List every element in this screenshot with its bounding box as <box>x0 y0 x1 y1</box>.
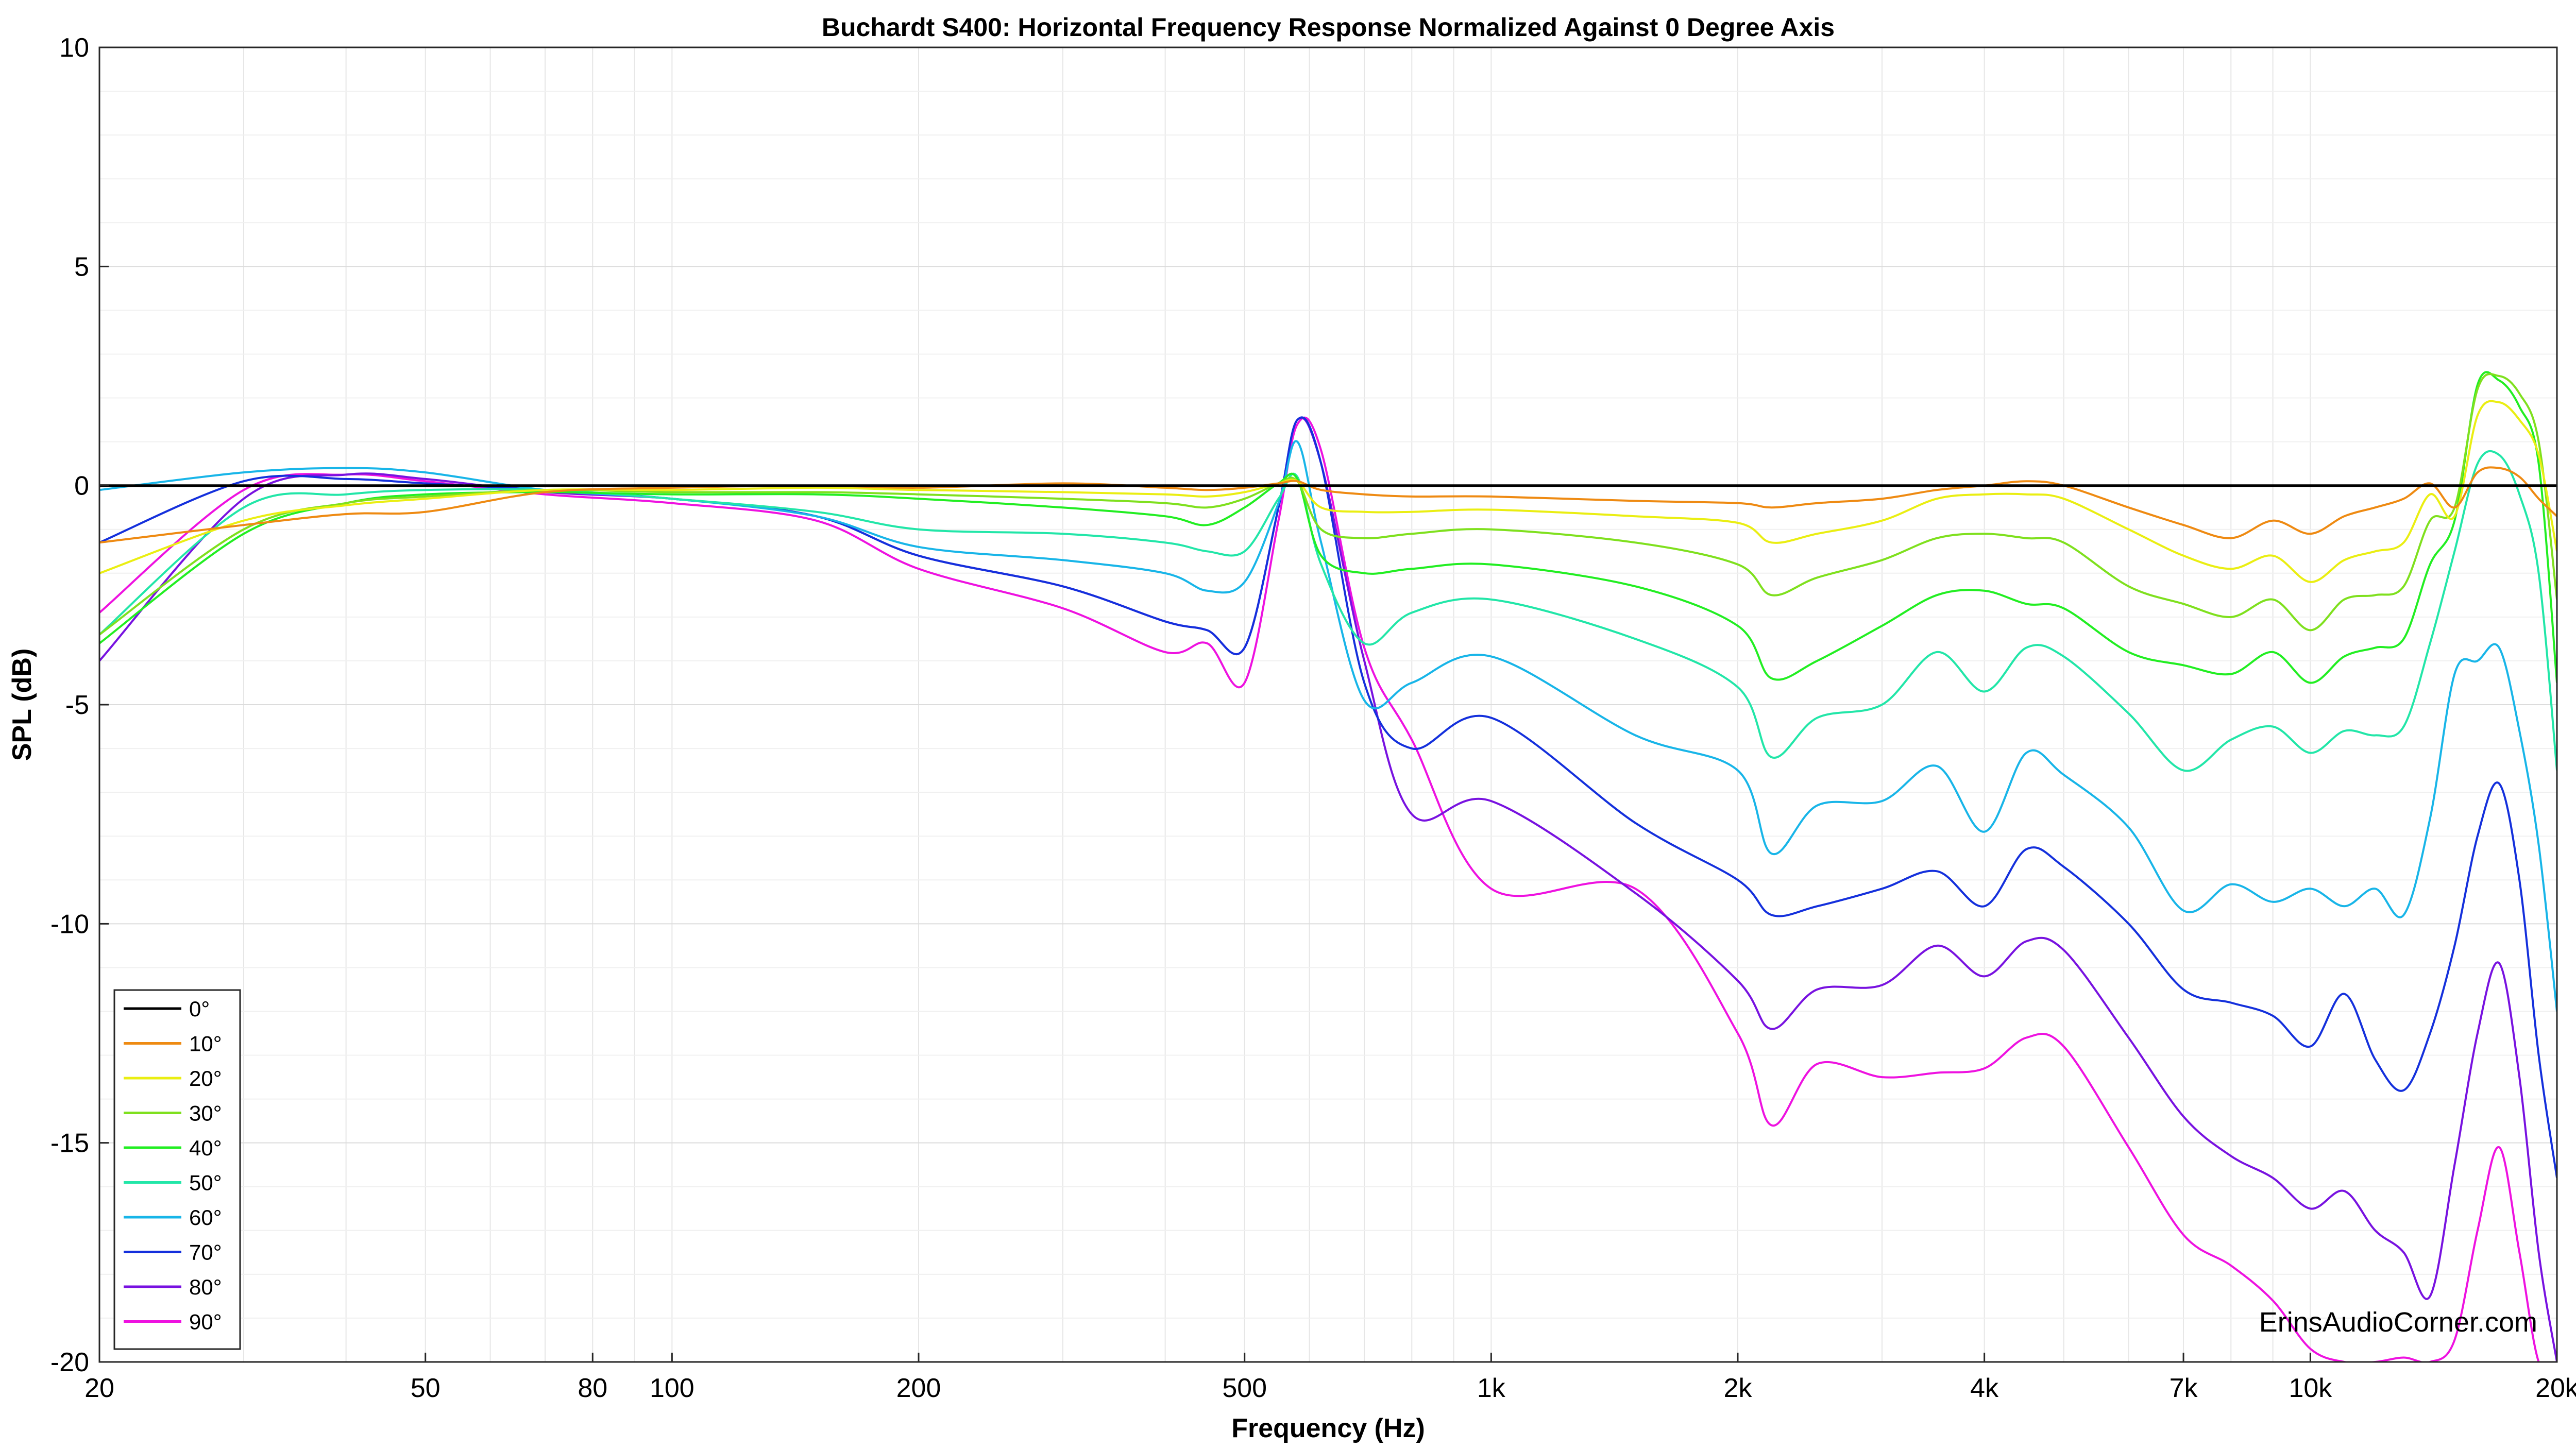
legend-entry-label: 50° <box>189 1171 222 1195</box>
y-tick-label: 5 <box>74 252 89 282</box>
plot-series <box>99 371 2557 1362</box>
series-line <box>99 466 2557 544</box>
x-tick-label: 4k <box>1970 1373 1999 1403</box>
legend-entry-label: 90° <box>189 1310 222 1334</box>
x-tick-label: 10k <box>2289 1373 2332 1403</box>
legend-entry-label: 80° <box>189 1275 222 1299</box>
x-tick-label: 2k <box>1724 1373 1753 1403</box>
series-line <box>99 373 2557 636</box>
grid-lines <box>99 47 2557 1362</box>
y-axis-label: SPL (dB) <box>7 649 37 761</box>
legend-entry-label: 0° <box>189 997 210 1021</box>
y-tick-label: -20 <box>50 1348 89 1377</box>
x-tick-label: 20 <box>84 1373 114 1403</box>
series-line <box>99 371 2557 684</box>
chart-title: Buchardt S400: Horizontal Frequency Resp… <box>822 13 1835 42</box>
series-line <box>99 440 2557 1012</box>
y-tick-label: 10 <box>59 33 89 63</box>
x-tick-label: 1k <box>1477 1373 1506 1403</box>
x-tick-label: 500 <box>1222 1373 1267 1403</box>
x-tick-label: 100 <box>650 1373 694 1403</box>
y-tick-label: -5 <box>65 690 89 720</box>
x-tick-label: 80 <box>578 1373 607 1403</box>
y-tick-label: -10 <box>50 909 89 939</box>
x-tick-label: 200 <box>896 1373 941 1403</box>
legend-entry-label: 70° <box>189 1240 222 1265</box>
legend-entry-label: 20° <box>189 1066 222 1090</box>
x-tick-label: 50 <box>411 1373 440 1403</box>
x-tick-label: 20k <box>2535 1373 2576 1403</box>
legend-entry-label: 10° <box>189 1032 222 1056</box>
legend-entry-label: 60° <box>189 1205 222 1230</box>
legend-box <box>113 989 241 1350</box>
legend-entry-label: 30° <box>189 1101 222 1126</box>
y-tick-label: -15 <box>50 1129 89 1158</box>
legend-entry-label: 40° <box>189 1136 222 1160</box>
y-tick-label: 0 <box>74 471 89 501</box>
series-line <box>99 400 2557 583</box>
axis-ticks: 20 50 80 100 200 500 1k 2k 4k 7k 10k 20k1050-5-10-1… <box>50 33 2576 1403</box>
legend: 0° 10° 20° 30° 40° 50° 60° 70° 80° 90° <box>113 989 241 1350</box>
watermark-text: ErinsAudioCorner.com <box>2259 1307 2537 1338</box>
x-tick-label: 7k <box>2170 1373 2198 1403</box>
series-line <box>99 450 2557 772</box>
x-axis-label: Frequency (Hz) <box>1231 1413 1425 1443</box>
series-group <box>99 371 2557 1362</box>
